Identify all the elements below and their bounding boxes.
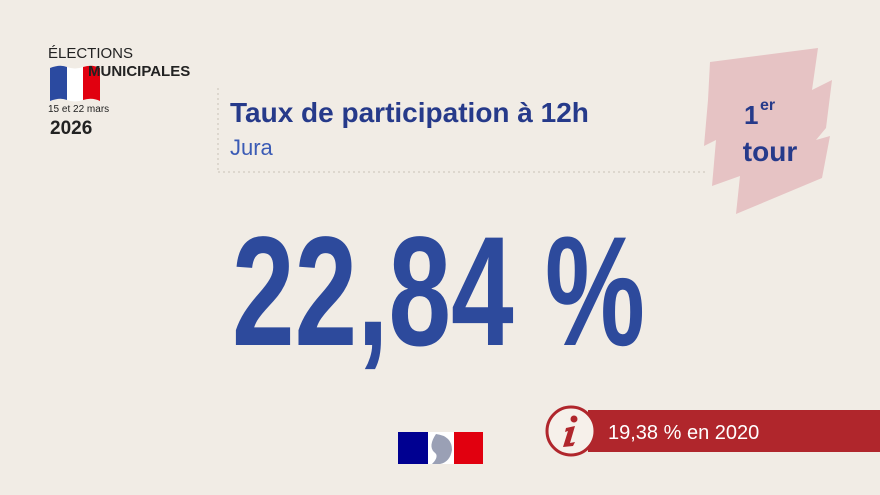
header-line2: MUNICIPALES	[88, 63, 190, 80]
republic-logo	[398, 432, 483, 464]
round-word: tour	[743, 136, 798, 167]
main-value: 22,84 %	[232, 205, 645, 379]
subtitle: Jura	[230, 135, 274, 160]
round-number: 1	[744, 100, 758, 130]
header-line1: ÉLECTIONS	[48, 45, 133, 62]
round-suffix: er	[760, 97, 775, 114]
title: Taux de participation à 12h	[230, 97, 589, 128]
flag	[50, 65, 100, 102]
info-icon	[545, 405, 597, 457]
comparison-bar	[588, 410, 880, 452]
comparison-text: 19,38 % en 2020	[608, 422, 759, 444]
round-banner	[704, 48, 832, 214]
header-dates: 15 et 22 mars	[48, 104, 109, 115]
header-year: 2026	[50, 118, 92, 139]
